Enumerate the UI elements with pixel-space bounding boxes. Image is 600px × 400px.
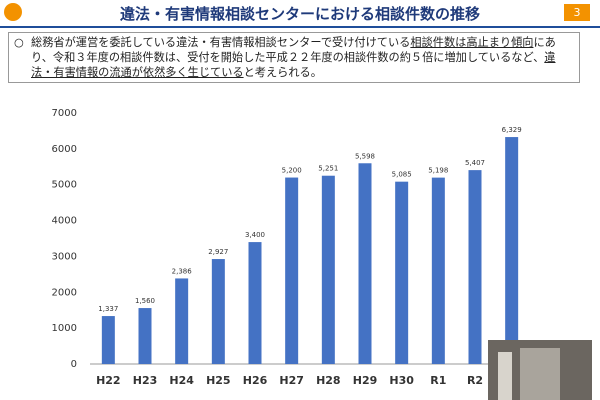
note-text: 総務省が運営を委託している違法・有害情報相談センターで受け付けている	[31, 36, 411, 49]
bar	[321, 175, 335, 364]
bar	[175, 278, 189, 364]
value-label: 5,407	[465, 159, 485, 167]
note: 総務省が運営を委託している違法・有害情報相談センターで受け付けている相談件数は高…	[8, 32, 580, 83]
note-text: にあり、令和３年度の相談件数は、受付を開始した平成２２年度の相談件数の約５倍に増…	[31, 36, 556, 64]
bar	[395, 181, 409, 364]
x-tick-label: H23	[133, 374, 158, 387]
y-tick-label: 2000	[52, 287, 77, 298]
bar	[431, 177, 445, 364]
bar	[101, 316, 115, 364]
y-tick-label: 4000	[52, 216, 77, 227]
x-tick-label: R2	[467, 374, 483, 387]
value-label: 5,085	[392, 171, 412, 179]
y-tick-label: 6000	[52, 144, 77, 155]
x-tick-label: H28	[316, 374, 341, 387]
header: 違法・有害情報相談センターにおける相談件数の推移 3	[0, 0, 600, 28]
bar	[468, 170, 482, 364]
value-label: 6,329	[502, 126, 522, 134]
video-door	[520, 348, 560, 400]
logo	[4, 3, 22, 21]
bar	[505, 137, 519, 364]
bar	[285, 177, 299, 364]
value-label: 3,400	[245, 231, 265, 239]
value-label: 1,337	[98, 305, 118, 313]
y-tick-label: 7000	[52, 108, 77, 119]
page-number: 3	[564, 4, 590, 21]
x-tick-label: H26	[243, 374, 268, 387]
y-tick-label: 0	[71, 359, 77, 370]
x-tick-label: H27	[279, 374, 304, 387]
video-frame	[498, 352, 512, 400]
note-text: と考えられる。	[243, 66, 322, 79]
x-tick-label: R1	[430, 374, 446, 387]
bar	[211, 259, 225, 364]
bar	[248, 242, 262, 364]
value-label: 1,560	[135, 297, 155, 305]
x-tick-label: H30	[389, 374, 414, 387]
bar	[138, 308, 152, 364]
x-tick-label: H25	[206, 374, 231, 387]
y-tick-label: 3000	[52, 251, 77, 262]
title: 違法・有害情報相談センターにおける相談件数の推移	[119, 5, 480, 23]
value-label: 2,386	[172, 267, 193, 275]
note-text: 違法・有害情報の流通が依然多く生じている	[31, 51, 556, 79]
value-label: 5,598	[355, 152, 375, 160]
x-tick-label: H24	[169, 374, 194, 387]
value-label: 5,200	[282, 167, 302, 175]
y-tick-label: 5000	[52, 180, 77, 191]
value-label: 2,927	[208, 248, 228, 256]
value-label: 5,251	[318, 165, 338, 173]
note-text: 相談件数は高止まり傾向	[410, 36, 534, 49]
x-tick-label: H22	[96, 374, 121, 387]
x-tick-label: H29	[353, 374, 378, 387]
bar	[358, 163, 372, 364]
y-tick-label: 1000	[52, 323, 77, 334]
value-label: 5,198	[428, 167, 448, 175]
